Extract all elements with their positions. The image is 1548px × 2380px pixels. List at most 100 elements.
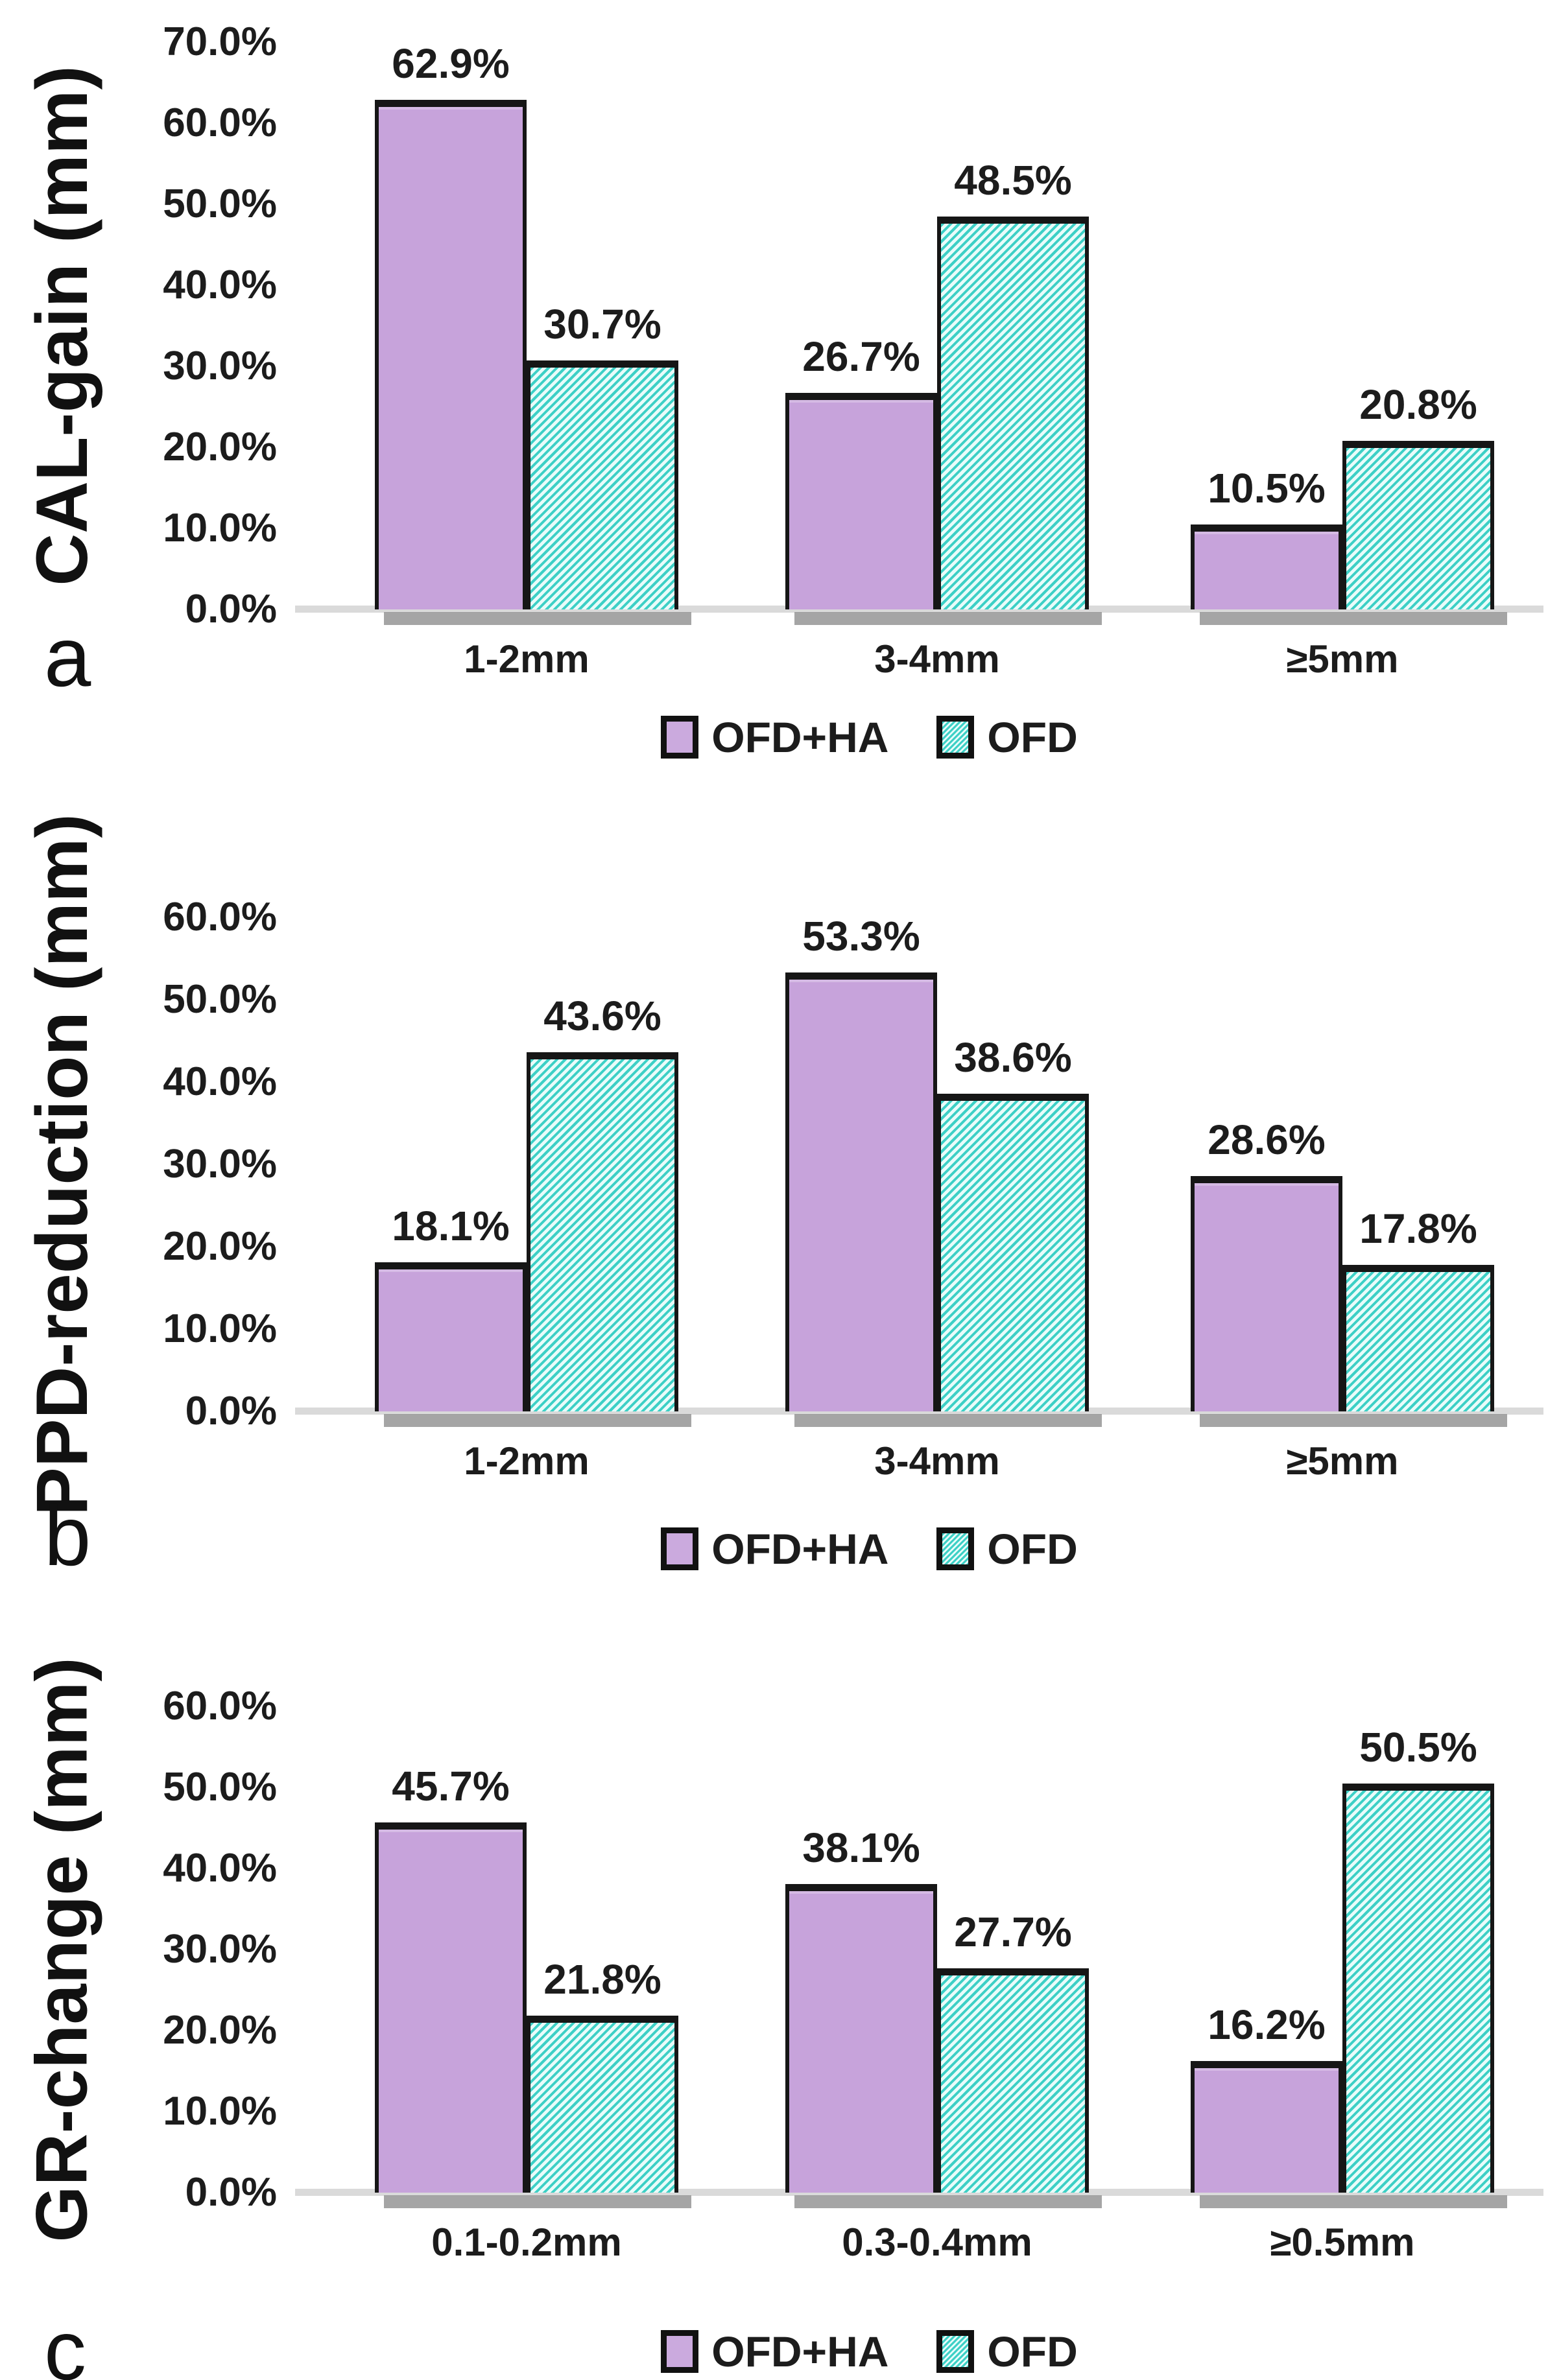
y-tick-label: 30.0% — [163, 344, 277, 388]
chart-panel-b: PPD-reduction (mm) 60.0% 50.0% 40.0% 30.0% 20… — [0, 812, 1548, 1583]
bar-shadow — [1200, 2195, 1507, 2208]
x-tick-label: 1-2mm — [464, 1439, 589, 1483]
bar-value-label: 50.5% — [1359, 1724, 1477, 1771]
y-tick-label: 60.0% — [163, 1684, 277, 1728]
legend: OFD+HA OFD — [95, 1527, 1548, 1570]
bar-ofd-ha — [785, 393, 937, 609]
legend: OFD+HA OFD — [95, 2330, 1548, 2373]
y-tick-label: 60.0% — [163, 100, 277, 145]
bar-ofd — [937, 1968, 1089, 2193]
bar-value-label: 28.6% — [1208, 1116, 1326, 1163]
bar-value-label: 62.9% — [392, 40, 510, 87]
y-tick-label: 40.0% — [163, 1846, 277, 1891]
bar-shadow — [794, 1414, 1102, 1427]
y-tick-label: 50.0% — [163, 1765, 277, 1809]
y-tick-label: 20.0% — [163, 2008, 277, 2053]
legend-swatch-ofd-ha — [661, 716, 699, 759]
bar-ofd — [1342, 441, 1494, 609]
y-tick-label: 0.0% — [185, 1389, 277, 1433]
legend-swatch-ofd-ha — [661, 1527, 699, 1570]
legend-item-ofd-ha: OFD+HA — [661, 1527, 888, 1570]
y-tick-label: 0.0% — [185, 587, 277, 631]
bar-value-label: 48.5% — [954, 157, 1072, 204]
legend-swatch-ofd — [936, 716, 975, 759]
bar-shadow — [1200, 1414, 1507, 1427]
y-tick-label: 10.0% — [163, 1306, 277, 1351]
legend-swatch-ofd — [936, 1527, 975, 1570]
y-tick-label: 0.0% — [185, 2170, 277, 2215]
legend-item-ofd-ha: OFD+HA — [661, 716, 888, 759]
bar-value-label: 20.8% — [1359, 381, 1477, 428]
bar-ofd — [937, 217, 1089, 609]
bar-value-label: 10.5% — [1208, 465, 1326, 512]
bar-ofd-ha — [375, 1262, 527, 1411]
bar-shadow — [794, 2195, 1102, 2208]
y-tick-label: 50.0% — [163, 182, 277, 226]
y-tick-label: 40.0% — [163, 263, 277, 307]
panel-letter: b — [44, 1489, 91, 1583]
bar-shadow — [794, 612, 1102, 625]
y-tick-label: 70.0% — [163, 19, 277, 64]
bar-ofd-ha — [785, 972, 937, 1411]
bar-value-label: 30.7% — [543, 301, 661, 348]
bar-ofd — [1342, 1784, 1494, 2193]
bar-value-label: 16.2% — [1208, 2001, 1326, 2048]
y-tick-label: 20.0% — [163, 425, 277, 469]
bar-value-label: 26.7% — [802, 333, 920, 380]
bar-ofd-ha — [785, 1884, 937, 2193]
chart-panel-c: GR-change (mm) 60.0% 50.0% 40.0% 30.0% 20.0% 1… — [0, 1583, 1548, 2380]
x-tick-label: 0.1-0.2mm — [431, 2221, 622, 2264]
y-tick-label: 30.0% — [163, 1927, 277, 1972]
x-tick-label: ≥5mm — [1286, 637, 1399, 681]
chart-panel-a: CAL-gain (mm) 70.0% 60.0% 50.0% 40.0% 30.0% 20… — [0, 0, 1548, 812]
y-tick-label: 40.0% — [163, 1059, 277, 1104]
legend-label: OFD+HA — [711, 713, 889, 761]
x-tick-label: 0.3-0.4mm — [842, 2221, 1032, 2264]
x-tick-label: 1-2mm — [464, 637, 589, 681]
legend-label: OFD — [987, 713, 1078, 761]
y-tick-label: 10.0% — [163, 506, 277, 550]
bar-value-label: 17.8% — [1359, 1205, 1477, 1252]
x-tick-label: ≥0.5mm — [1270, 2221, 1415, 2264]
bar-value-label: 45.7% — [392, 1763, 510, 1809]
y-tick-label: 10.0% — [163, 2089, 277, 2134]
legend: OFD+HA OFD — [95, 716, 1548, 759]
y-tick-label: 20.0% — [163, 1224, 277, 1269]
bar-shadow — [1200, 612, 1507, 625]
bar-ofd-ha — [1191, 2061, 1342, 2193]
bar-value-label: 53.3% — [802, 913, 920, 960]
legend-label: OFD+HA — [711, 1525, 889, 1573]
bar-ofd-ha — [375, 1822, 527, 2193]
bar-ofd-ha — [375, 100, 527, 609]
y-tick-label: 60.0% — [163, 895, 277, 939]
panel-letter: a — [44, 609, 91, 704]
panel-letter: c — [44, 2303, 86, 2380]
bar-ofd — [527, 2016, 678, 2193]
legend-label: OFD — [987, 2327, 1078, 2375]
legend-label: OFD+HA — [711, 2327, 889, 2375]
bar-value-label: 27.7% — [954, 1909, 1072, 1955]
legend-item-ofd: OFD — [936, 713, 1078, 761]
bar-value-label: 38.1% — [802, 1824, 920, 1871]
y-tick-label: 30.0% — [163, 1142, 277, 1186]
legend-swatch-ofd-ha — [661, 2330, 699, 2373]
bar-value-label: 43.6% — [543, 993, 661, 1039]
bar-ofd — [527, 1052, 678, 1411]
bar-shadow — [384, 2195, 691, 2208]
x-tick-label: 3-4mm — [874, 1439, 1000, 1483]
bar-ofd — [1342, 1265, 1494, 1411]
bar-shadow — [384, 612, 691, 625]
bar-ofd-ha — [1191, 524, 1342, 609]
legend-label: OFD — [987, 1525, 1078, 1573]
bar-ofd — [937, 1094, 1089, 1411]
legend-swatch-ofd — [936, 2330, 975, 2373]
x-tick-label: ≥5mm — [1286, 1439, 1399, 1483]
legend-item-ofd: OFD — [936, 1525, 1078, 1573]
bar-ofd — [527, 360, 678, 609]
bar-ofd-ha — [1191, 1176, 1342, 1411]
x-tick-label: 3-4mm — [874, 637, 1000, 681]
y-tick-label: 50.0% — [163, 977, 277, 1022]
bar-value-label: 18.1% — [392, 1203, 510, 1249]
bar-value-label: 21.8% — [543, 1956, 661, 2003]
